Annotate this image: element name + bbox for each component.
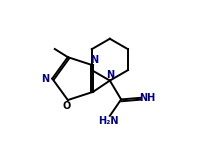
Text: N: N: [105, 70, 113, 80]
Text: O: O: [62, 101, 71, 111]
Text: N: N: [90, 55, 98, 65]
Text: H₂N: H₂N: [98, 116, 118, 126]
Text: NH: NH: [138, 93, 154, 103]
Text: N: N: [41, 74, 49, 84]
